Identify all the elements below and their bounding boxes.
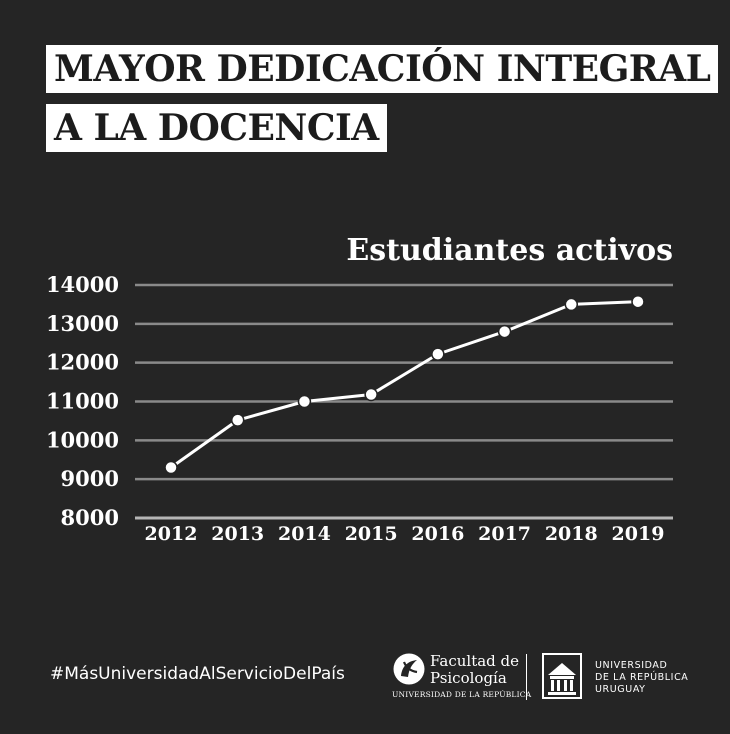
data-point: [431, 347, 445, 361]
grid-lines: [135, 283, 673, 520]
hashtag: #MásUniversidadAlServicioDelPaís: [50, 664, 345, 684]
series-line: [170, 300, 639, 469]
title-line-2: A LA DOCENCIA: [46, 104, 387, 152]
data-point: [631, 294, 645, 309]
data-point: [164, 460, 178, 475]
psychology-logo-icon: [393, 653, 425, 685]
x-tick-label: 2019: [612, 523, 665, 545]
data-point: [364, 387, 378, 402]
footer-divider: [526, 654, 527, 700]
y-tick-label: 14000: [46, 272, 119, 297]
y-tick-label: 11000: [46, 389, 119, 414]
x-axis-ticks: 2012 2013 2014 2015 2016 2017 2018 2019: [145, 523, 665, 545]
x-tick-label: 2014: [278, 523, 331, 545]
data-point: [230, 413, 245, 427]
title-line-1: MAYOR DEDICACIÓN INTEGRAL: [46, 45, 719, 93]
university-name-line-2: DE LA REPÚBLICA: [595, 672, 689, 683]
chart-title: Estudiantes activos: [346, 233, 673, 268]
data-points: [164, 294, 645, 475]
x-tick-label: 2013: [211, 523, 264, 545]
y-tick-label: 12000: [46, 350, 119, 375]
x-tick-label: 2012: [145, 523, 198, 545]
faculty-subtitle: UNIVERSIDAD DE LA REPÚBLICA: [392, 690, 532, 699]
university-name-line-1: UNIVERSIDAD: [595, 660, 668, 671]
university-seal-icon: [542, 653, 582, 699]
data-point: [297, 394, 312, 409]
data-point: [564, 297, 579, 312]
x-tick-label: 2015: [345, 523, 398, 545]
y-tick-label: 10000: [46, 427, 119, 452]
university-name-line-3: URUGUAY: [595, 684, 646, 695]
y-tick-label: 8000: [61, 505, 119, 530]
x-tick-label: 2016: [411, 523, 464, 545]
series-polyline: [170, 300, 639, 469]
y-tick-label: 9000: [61, 466, 119, 491]
faculty-name-line-2: Psicología: [430, 669, 507, 687]
faculty-name-line-1: Facultad de: [430, 652, 520, 670]
y-tick-label: 13000: [46, 311, 119, 336]
x-tick-label: 2017: [478, 523, 531, 545]
data-point: [497, 324, 512, 339]
y-axis-ticks: 8000 9000 10000 11000 12000 13000 14000: [46, 272, 119, 530]
x-tick-label: 2018: [545, 523, 598, 545]
